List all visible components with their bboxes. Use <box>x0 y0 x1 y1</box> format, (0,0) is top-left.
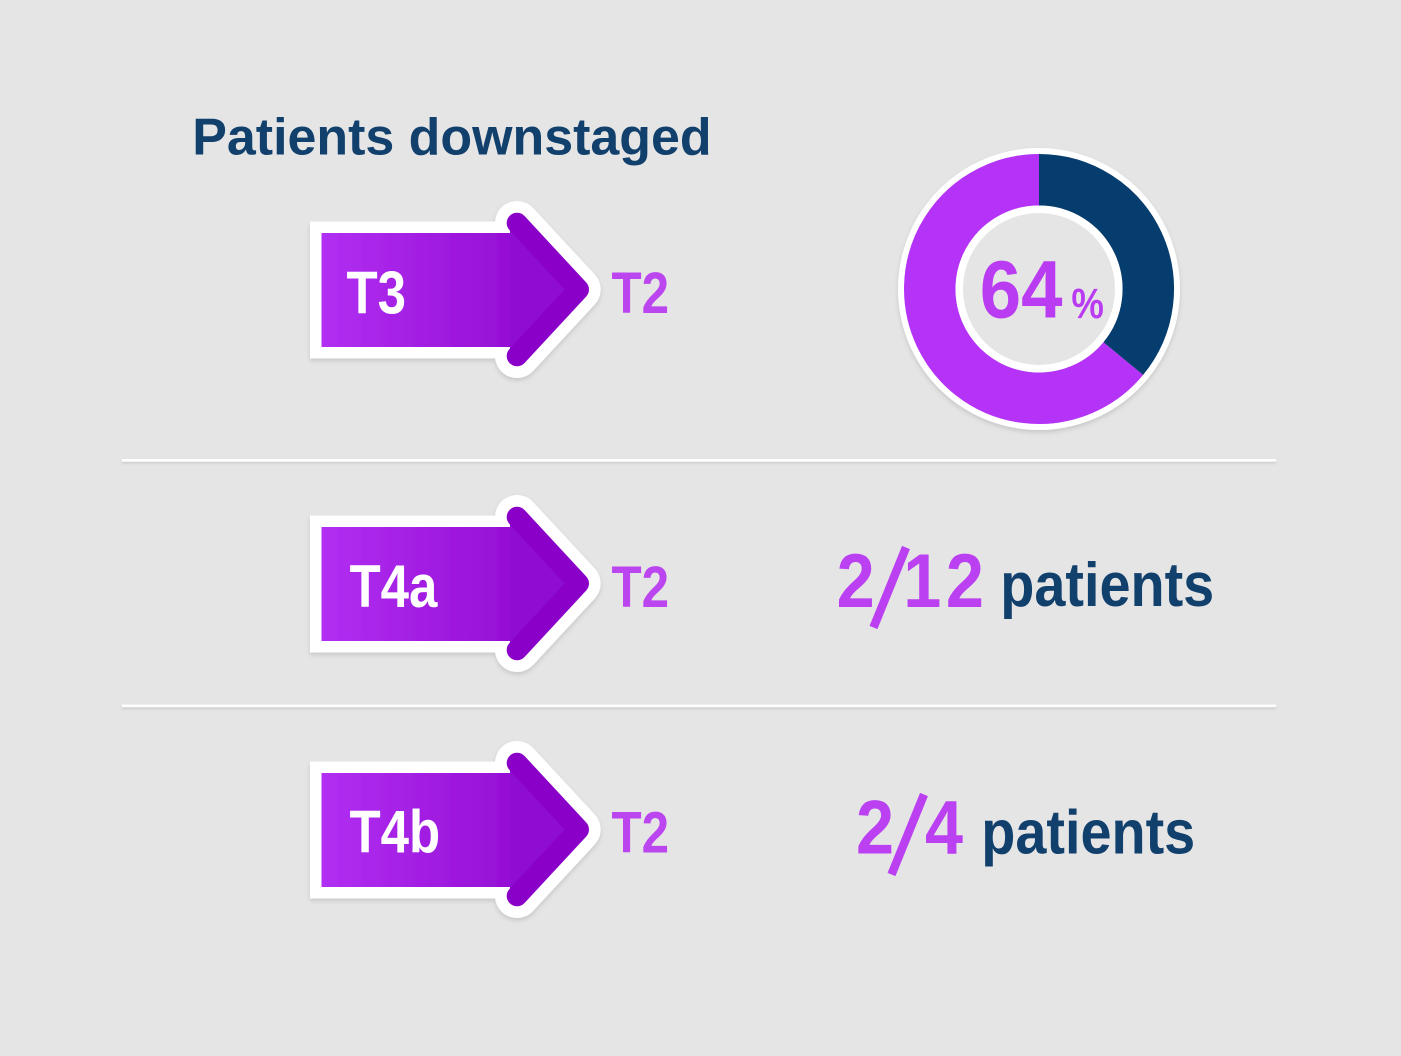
svg-text:12: 12 <box>903 540 988 624</box>
svg-text:T2: T2 <box>612 261 670 326</box>
svg-text:T2: T2 <box>612 800 670 865</box>
svg-text:patients: patients <box>981 799 1195 867</box>
svg-text:T3: T3 <box>347 259 407 326</box>
svg-text:64: 64 <box>980 244 1063 336</box>
svg-text:T2: T2 <box>612 555 670 620</box>
svg-text:T4a: T4a <box>350 553 439 620</box>
svg-text:2: 2 <box>837 540 875 624</box>
svg-text:T4b: T4b <box>350 799 441 866</box>
svg-text:4: 4 <box>925 786 963 870</box>
svg-text:Patients downstaged: Patients downstaged <box>192 108 711 166</box>
svg-text:%: % <box>1071 281 1104 328</box>
svg-text:2: 2 <box>856 786 894 870</box>
svg-text:patients: patients <box>1000 552 1214 620</box>
